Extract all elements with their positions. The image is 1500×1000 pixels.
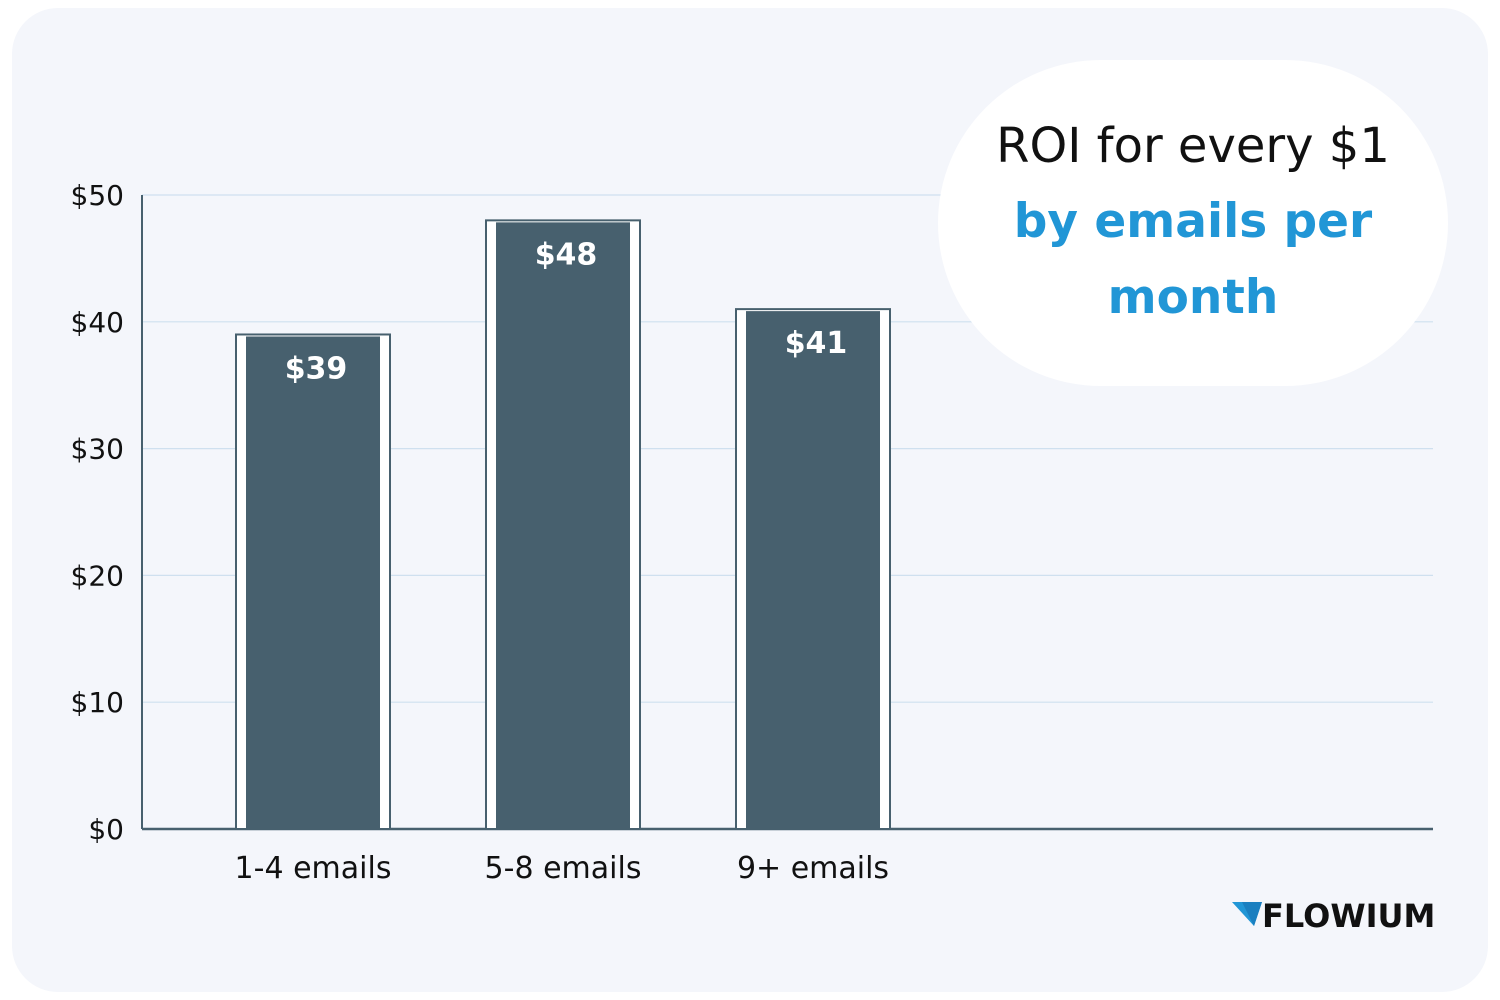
x-tick-label: 1-4 emails [235, 851, 392, 886]
chart-title-line2: by emails per month [1013, 194, 1373, 325]
y-tick-label: $20 [71, 559, 124, 592]
bar [746, 311, 880, 829]
bar-data-label: $41 [785, 326, 848, 361]
y-tick-label: $30 [71, 433, 124, 466]
title-bubble [938, 60, 1448, 386]
flowium-logo-icon [1232, 902, 1262, 926]
flowium-logo: FLOWIUM [1232, 896, 1442, 938]
bar [496, 222, 630, 830]
brand-name: FLOWIUM [1262, 897, 1436, 935]
chart-title-line1: ROI for every $1 [996, 118, 1390, 174]
bar [246, 336, 380, 829]
bar-data-label: $39 [285, 351, 348, 386]
x-tick-label: 5-8 emails [485, 851, 642, 886]
chart-title: ROI for every $1 by emails per month [938, 108, 1448, 336]
x-tick-label: 9+ emails [737, 851, 889, 886]
bar-data-label: $48 [535, 237, 598, 272]
y-tick-label: $10 [71, 686, 124, 719]
y-tick-label: $0 [88, 813, 124, 846]
y-tick-label: $40 [71, 306, 124, 339]
y-tick-label: $50 [71, 179, 124, 212]
